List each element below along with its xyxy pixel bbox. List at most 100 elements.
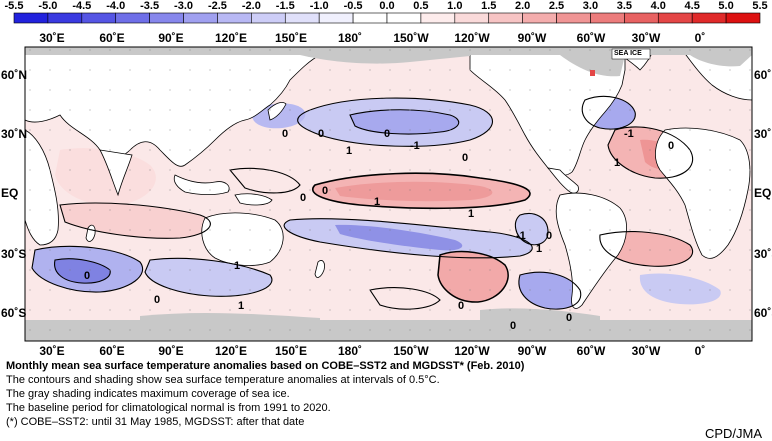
colorbar-segment xyxy=(115,12,150,24)
caption-footnote: (*) COBE–SST2: until 31 May 1985, MGDSST… xyxy=(6,416,305,428)
longitude-label: 150˚W xyxy=(393,31,429,45)
colorbar-segment xyxy=(488,12,523,24)
latitude-label-left: 30˚N xyxy=(1,127,28,141)
contour-label: 0 xyxy=(300,192,307,204)
hot-spot-marker xyxy=(590,70,595,76)
contour-label: 0 xyxy=(668,140,675,152)
longitude-label: 60˚W xyxy=(576,344,606,358)
contour-label: 0 xyxy=(462,152,469,164)
contour-label: 1 xyxy=(614,157,621,169)
caption-title: Monthly mean sea surface temperature ano… xyxy=(6,360,525,372)
contour-label: 0 xyxy=(318,128,325,140)
longitude-label: 60˚E xyxy=(99,344,125,358)
longitude-label: 120˚E xyxy=(214,344,248,358)
contour-label: 0 xyxy=(84,270,91,282)
colorbar-tick-label: -1.5 xyxy=(275,0,295,12)
longitude-label: 30˚W xyxy=(631,344,661,358)
colorbar-tick-label: -2.0 xyxy=(241,0,261,12)
colorbar-segment xyxy=(183,12,218,24)
colorbar-tick-label: 5.0 xyxy=(718,0,734,12)
contour-label: -1 xyxy=(516,230,526,242)
colorbar-segment xyxy=(657,12,693,24)
colorbar-tick-label: 1.0 xyxy=(447,0,463,12)
longitude-label: 30˚E xyxy=(39,31,65,45)
longitude-label: 150˚E xyxy=(274,344,308,358)
contour-label: 1 xyxy=(468,208,475,220)
colorbar-segment xyxy=(691,12,727,24)
longitude-label: 90˚E xyxy=(158,31,184,45)
colorbar-segment xyxy=(454,12,490,24)
longitude-label: 0˚ xyxy=(694,344,706,358)
graticule xyxy=(25,47,752,341)
latitude-label-left: 60˚S xyxy=(1,306,27,320)
longitude-label: 150˚E xyxy=(274,31,308,45)
colorbar-tick-label: 3.5 xyxy=(616,0,633,12)
contour-label: 0 xyxy=(154,294,161,306)
colorbar-segment xyxy=(47,12,83,24)
latitude-label-right: EQ xyxy=(754,186,772,200)
colorbar-tick-label: 1.5 xyxy=(481,0,497,12)
contour-label: 1 xyxy=(536,243,543,255)
contour-label: 0 xyxy=(566,312,573,324)
colorbar-tick-label: -4.0 xyxy=(106,0,126,12)
longitude-label: 120˚W xyxy=(454,344,490,358)
colorbar-segment xyxy=(352,12,388,24)
latitude-label-right: 60˚N xyxy=(754,68,772,82)
latitude-label-right: 30˚S xyxy=(754,247,772,261)
colorbar-segment xyxy=(522,12,557,24)
latitude-label-right: 30˚N xyxy=(754,127,772,141)
contour-label: 0 xyxy=(546,230,553,242)
contour-label: 0 xyxy=(282,128,289,140)
contour-label: 0 xyxy=(322,185,329,197)
longitude-label: 60˚W xyxy=(576,31,606,45)
colorbar-tick-label: 0.0 xyxy=(379,0,395,12)
colorbar-segment xyxy=(81,12,117,24)
map-frame xyxy=(24,46,753,342)
colorbar-tick-label: 2.5 xyxy=(548,0,565,12)
longitude-label: 60˚E xyxy=(99,31,125,45)
sea-ice-legend-box xyxy=(611,48,651,60)
colorbar-tick-label: -3.0 xyxy=(174,0,194,12)
latitude-label-left: 60˚N xyxy=(1,68,28,82)
colorbar-tick-label: -0.5 xyxy=(343,0,363,12)
longitude-label: 180˚ xyxy=(337,344,363,358)
longitude-label: 30˚W xyxy=(631,31,661,45)
longitude-label: 90˚E xyxy=(158,344,184,358)
longitude-label: 150˚W xyxy=(393,344,429,358)
latitude-label-left: 30˚S xyxy=(1,247,27,261)
colorbar-tick-label: -2.5 xyxy=(207,0,227,12)
colorbar-segment xyxy=(217,12,252,24)
colorbar-tick-label: -3.5 xyxy=(140,0,160,12)
colorbar-segment xyxy=(590,12,625,24)
colorbar-tick-label: 2.0 xyxy=(514,0,531,12)
contour-label: 0 xyxy=(510,320,517,332)
colorbar-segment xyxy=(556,12,591,24)
longitude-label: 180˚ xyxy=(337,31,363,45)
latitude-label-left: EQ xyxy=(1,186,19,200)
colorbar-tick-label: 3.0 xyxy=(582,0,599,12)
colorbar-tick-label: 0.5 xyxy=(413,0,429,12)
sea-ice-label: SEA ICE xyxy=(614,50,642,57)
caption-line-3: The baseline period for climatological n… xyxy=(6,402,331,414)
colorbar-segment xyxy=(725,12,761,24)
colorbar-segment xyxy=(624,12,659,24)
colorbar-segment xyxy=(318,12,354,24)
longitude-label: 120˚W xyxy=(454,31,490,45)
longitude-label: 90˚W xyxy=(517,31,547,45)
colorbar-tick-label: -5.0 xyxy=(38,0,58,12)
colorbar-segment xyxy=(386,12,422,24)
colorbar-segment xyxy=(284,12,320,24)
colorbar-tick-label: 5.5 xyxy=(752,0,768,12)
contour-label: 1 xyxy=(374,196,381,208)
longitude-label: 120˚E xyxy=(214,31,248,45)
colorbar-segment xyxy=(13,12,49,24)
contour-label: 1 xyxy=(346,145,353,157)
contour-label: 1 xyxy=(234,260,241,272)
colorbar-tick-label: -5.5 xyxy=(4,0,24,12)
credit-label: CPD/JMA xyxy=(704,426,762,441)
colorbar-tick-label: 4.0 xyxy=(650,0,666,12)
latitude-label-right: 60˚S xyxy=(754,306,772,320)
contour-label: -1 xyxy=(624,128,634,140)
